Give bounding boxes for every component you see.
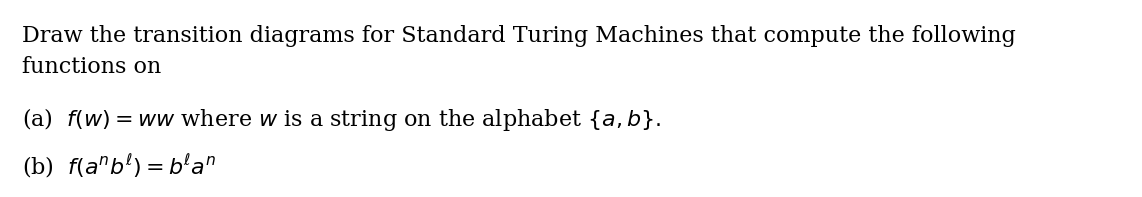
Text: functions on: functions on	[22, 56, 161, 78]
Text: Draw the transition diagrams for Standard Turing Machines that compute the follo: Draw the transition diagrams for Standar…	[22, 25, 1015, 47]
Text: (b)  $f(a^n b^\ell) = b^\ell a^n$: (b) $f(a^n b^\ell) = b^\ell a^n$	[22, 153, 216, 180]
Text: (a)  $f(w) = ww$ where $w$ is a string on the alphabet $\{a, b\}.$: (a) $f(w) = ww$ where $w$ is a string on…	[22, 106, 661, 133]
